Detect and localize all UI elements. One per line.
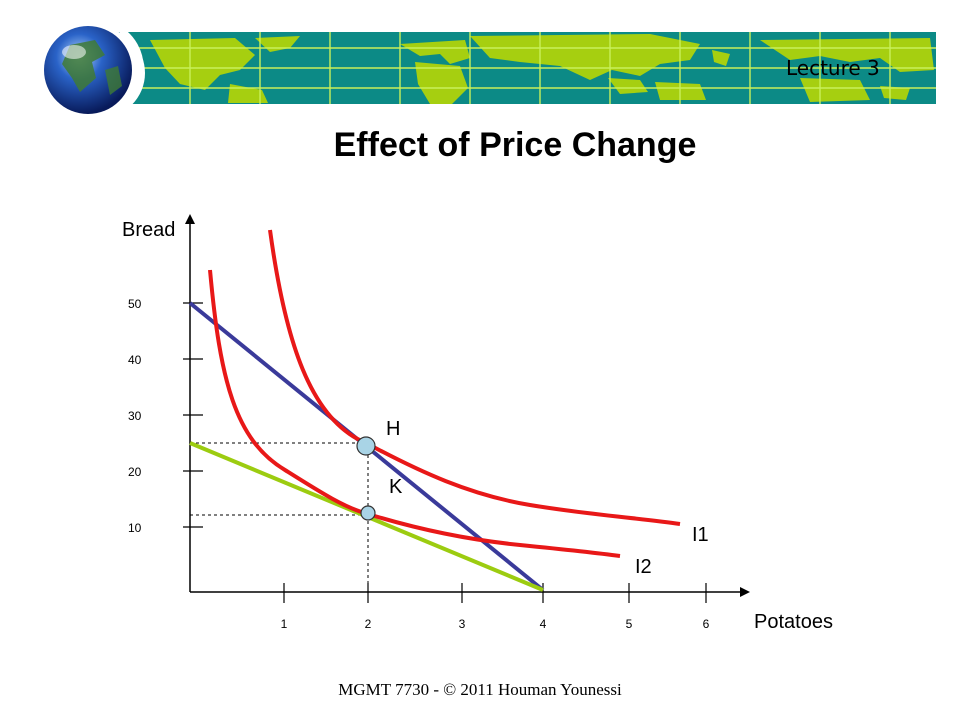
point-k-marker [360,505,376,521]
x-tick-label-1: 1 [281,617,288,631]
world-map-gridlines [118,32,936,104]
y-tick-label-20: 20 [128,465,142,479]
x-tick-label-5: 5 [626,617,633,631]
x-tick-label-2: 2 [365,617,372,631]
globe-icon [44,26,132,114]
indifference-curve-i1 [268,229,681,526]
slide-title: Effect of Price Change [333,126,697,164]
point-h-marker [356,436,376,456]
y-tick-label-40: 40 [128,353,142,367]
y-tick-label-30: 30 [128,409,142,423]
y-tick-label-10: 10 [128,521,142,535]
footer-copyright: MGMT 7730 - © 2011 Houman Younessi [338,680,622,699]
point-k-label: K [389,476,403,498]
indifference-curve-i2 [208,269,621,558]
x-tick-label-4: 4 [540,617,547,631]
curve-i2-label: I2 [635,556,652,578]
x-tick-label-3: 3 [459,617,466,631]
header-banner [0,26,936,118]
lecture-label: Lecture 3 [786,56,880,80]
x-axis-label: Potatoes [754,611,833,633]
globe-backdrop-curve [116,27,144,109]
x-tick-marks [283,583,707,603]
y-tick-label-50: 50 [128,297,142,311]
point-h-label: H [386,418,400,440]
x-tick-label-6: 6 [703,617,710,631]
y-tick-marks [183,302,203,528]
curve-i1-label: I1 [692,524,709,546]
y-axis-label: Bread [122,219,175,241]
